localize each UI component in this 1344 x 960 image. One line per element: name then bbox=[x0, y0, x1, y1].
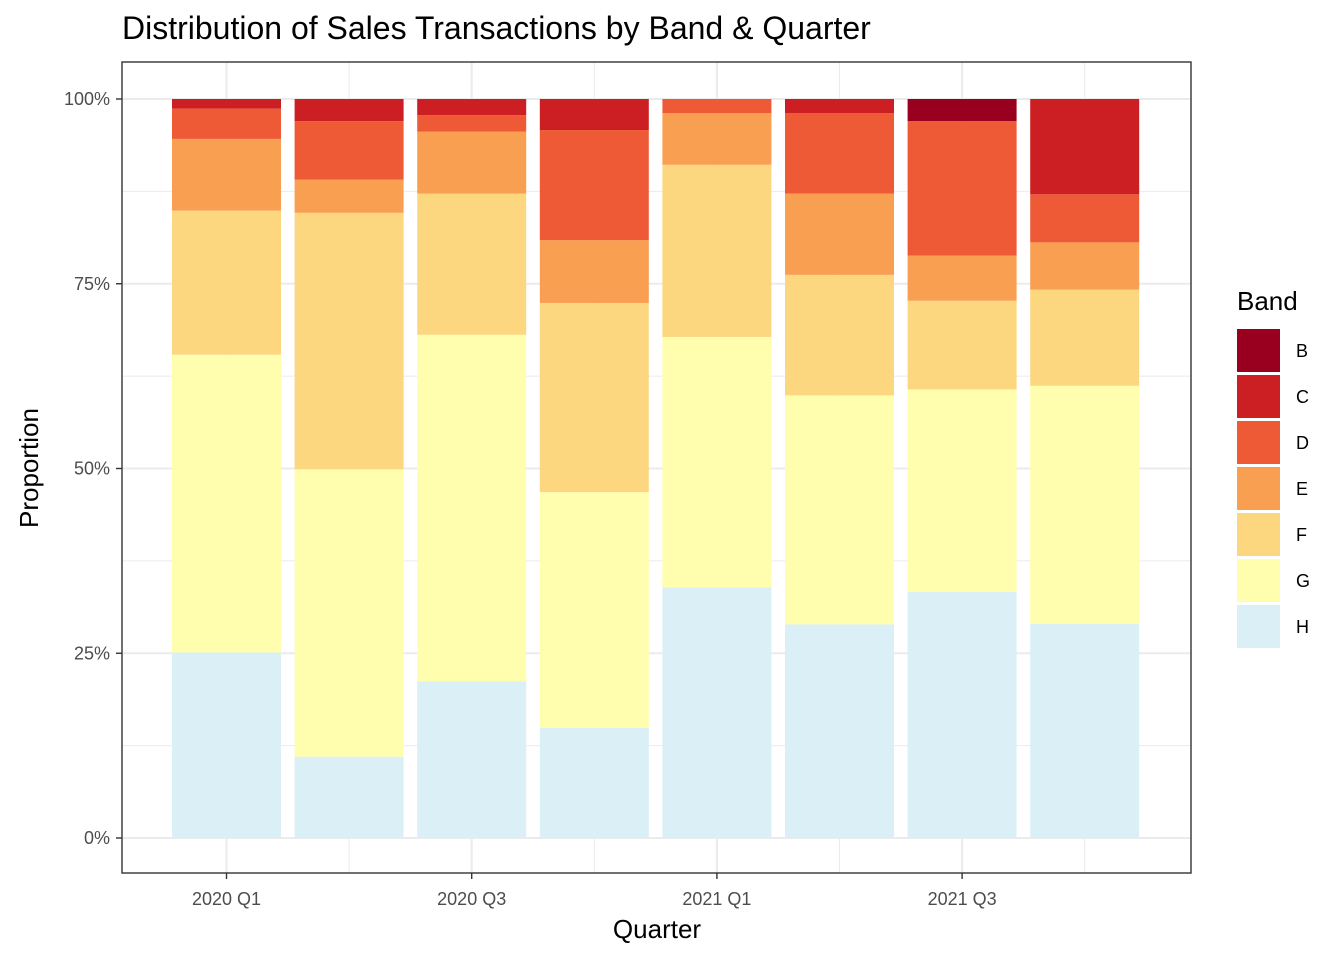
x-tick-label: 2020 Q3 bbox=[437, 889, 506, 909]
bar-segment-F bbox=[172, 210, 281, 355]
bar-segment-D bbox=[172, 108, 281, 139]
legend-label-D: D bbox=[1296, 433, 1309, 453]
bar-segment-E bbox=[1030, 242, 1140, 290]
bar-segment-C bbox=[417, 99, 527, 116]
legend-title: Band bbox=[1237, 286, 1298, 316]
legend-key-H bbox=[1237, 605, 1280, 648]
legend-label-G: G bbox=[1296, 571, 1310, 591]
y-tick-label: 50% bbox=[74, 459, 110, 479]
plot-panel-border bbox=[121, 61, 1192, 874]
legend-label-F: F bbox=[1296, 525, 1307, 545]
y-axis: 0% 25% 50% 75% 100% bbox=[64, 89, 122, 848]
bar-segment-D bbox=[417, 115, 527, 132]
bar-segment-B bbox=[907, 99, 1017, 122]
bar-segment-D bbox=[662, 99, 772, 114]
bar-segment-F bbox=[907, 300, 1017, 390]
bar-segment-H bbox=[1030, 623, 1140, 838]
bar-segment-F bbox=[417, 193, 527, 335]
bar-segment-H bbox=[539, 727, 649, 838]
legend-key-G bbox=[1237, 559, 1280, 602]
y-tick-label: 100% bbox=[64, 89, 110, 109]
bar-segment-E bbox=[294, 179, 404, 213]
bar-segment-D bbox=[1030, 194, 1140, 243]
legend-key-E bbox=[1237, 467, 1280, 510]
bar-segment-G bbox=[907, 389, 1017, 592]
bar-segment-H bbox=[907, 591, 1017, 838]
bar-segment-E bbox=[907, 255, 1017, 301]
bars bbox=[172, 99, 1140, 838]
legend-label-H: H bbox=[1296, 617, 1309, 637]
chart-title: Distribution of Sales Transactions by Ba… bbox=[122, 10, 871, 46]
bar-segment-F bbox=[785, 274, 894, 396]
bar-segment-E bbox=[417, 131, 527, 194]
bar-segment-H bbox=[172, 652, 281, 838]
bar-segment-G bbox=[417, 334, 527, 682]
bar-segment-F bbox=[294, 212, 404, 470]
bar-segment-G bbox=[662, 336, 772, 588]
bar-segment-F bbox=[1030, 289, 1140, 386]
bar-segment-C bbox=[294, 99, 404, 122]
bar-segment-H bbox=[785, 624, 894, 838]
bar-segment-H bbox=[662, 587, 772, 838]
legend-key-F bbox=[1237, 513, 1280, 556]
bar-segment-F bbox=[539, 302, 649, 493]
bar-segment-G bbox=[539, 492, 649, 728]
legend-label-B: B bbox=[1296, 341, 1308, 361]
bar-segment-D bbox=[539, 130, 649, 241]
bar-segment-H bbox=[294, 756, 404, 838]
bar-segment-C bbox=[785, 99, 894, 114]
legend-key-D bbox=[1237, 421, 1280, 464]
bar-segment-D bbox=[785, 113, 894, 194]
bar-segment-D bbox=[907, 121, 1017, 256]
bar-segment-F bbox=[662, 164, 772, 337]
y-tick-label: 0% bbox=[84, 828, 110, 848]
bar-segment-H bbox=[417, 681, 527, 838]
legend: Band B C D E F G H bbox=[1237, 286, 1310, 648]
bar-segment-E bbox=[539, 240, 649, 303]
bar-segment-G bbox=[1030, 385, 1140, 624]
legend-label-E: E bbox=[1296, 479, 1308, 499]
bar-segment-C bbox=[539, 99, 649, 131]
bar-segment-G bbox=[294, 469, 404, 757]
x-tick-label: 2020 Q1 bbox=[192, 889, 261, 909]
legend-key-B bbox=[1237, 329, 1280, 372]
y-axis-title: Proportion bbox=[14, 408, 44, 528]
bar-segment-D bbox=[294, 121, 404, 180]
bar-segment-E bbox=[662, 113, 772, 165]
bar-segment-G bbox=[172, 354, 281, 653]
legend-key-C bbox=[1237, 375, 1280, 418]
bar-segment-C bbox=[1030, 99, 1140, 195]
bar-segment-E bbox=[172, 138, 281, 211]
y-tick-label: 75% bbox=[74, 274, 110, 294]
bar-segment-C bbox=[172, 99, 281, 109]
x-axis-title: Quarter bbox=[613, 914, 701, 944]
bar-segment-E bbox=[785, 193, 894, 275]
bar-segment-G bbox=[785, 395, 894, 625]
x-tick-label: 2021 Q3 bbox=[928, 889, 997, 909]
x-axis: 2020 Q1 2020 Q3 2021 Q1 2021 Q3 bbox=[192, 873, 997, 909]
y-tick-label: 25% bbox=[74, 643, 110, 663]
legend-label-C: C bbox=[1296, 387, 1309, 407]
x-tick-label: 2021 Q1 bbox=[682, 889, 751, 909]
